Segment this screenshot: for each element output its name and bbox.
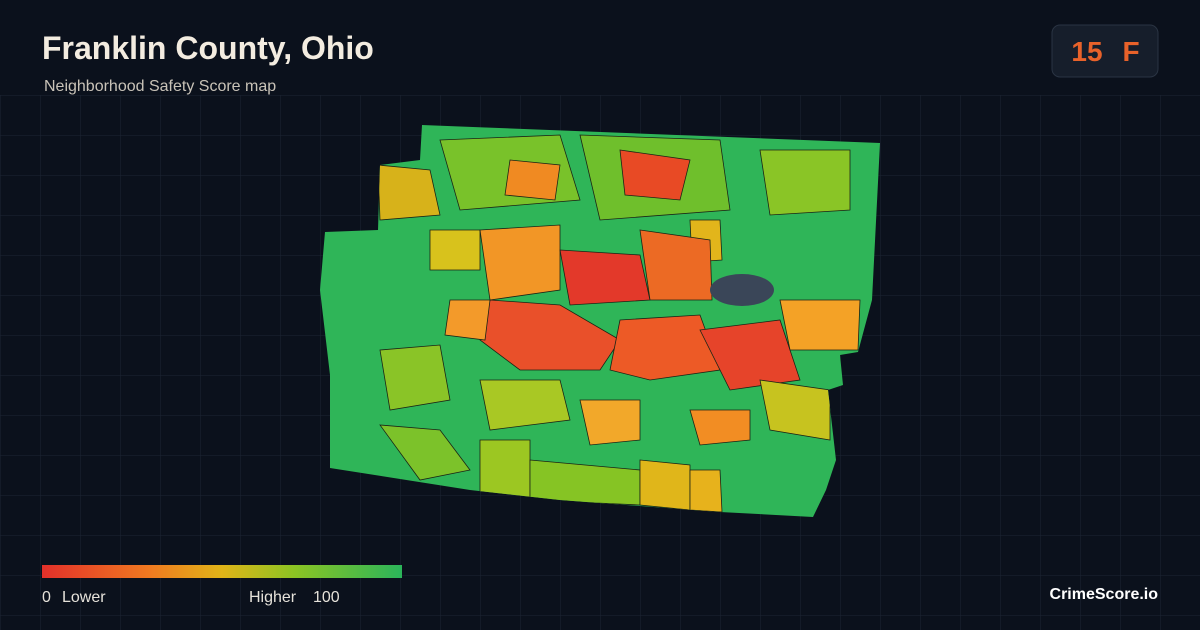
tract [699,319,801,391]
score-grade: F [1122,36,1139,67]
subtitle: Neighborhood Safety Score map [44,78,276,95]
tract [759,149,851,216]
tract [379,424,471,481]
brand: CrimeScore.io [1050,586,1159,603]
legend-max-label: Higher [249,589,297,606]
legend-gradient [42,565,402,578]
tract [559,249,651,306]
tract [379,344,451,411]
tract [429,229,481,271]
title: Franklin County, Ohio [42,30,374,66]
tract [377,164,441,221]
tract [759,379,831,441]
choropleth-map [320,125,880,517]
tract [504,159,561,201]
score-badge [1051,24,1159,78]
tract [619,149,691,201]
legend-min-label: Lower [62,589,106,606]
lake [710,274,774,306]
tract [689,409,751,446]
tract [639,459,691,511]
tract [689,469,723,513]
tract [609,314,721,381]
legend-max: 100 [313,589,340,606]
score-value: 15 [1071,36,1102,67]
tract [479,224,561,301]
legend-min: 0 [42,589,51,606]
tract [479,379,571,431]
tract [779,299,861,351]
tract [639,229,713,301]
tract [479,299,621,371]
tract [444,299,491,341]
tract [579,399,641,446]
tract [479,439,531,501]
